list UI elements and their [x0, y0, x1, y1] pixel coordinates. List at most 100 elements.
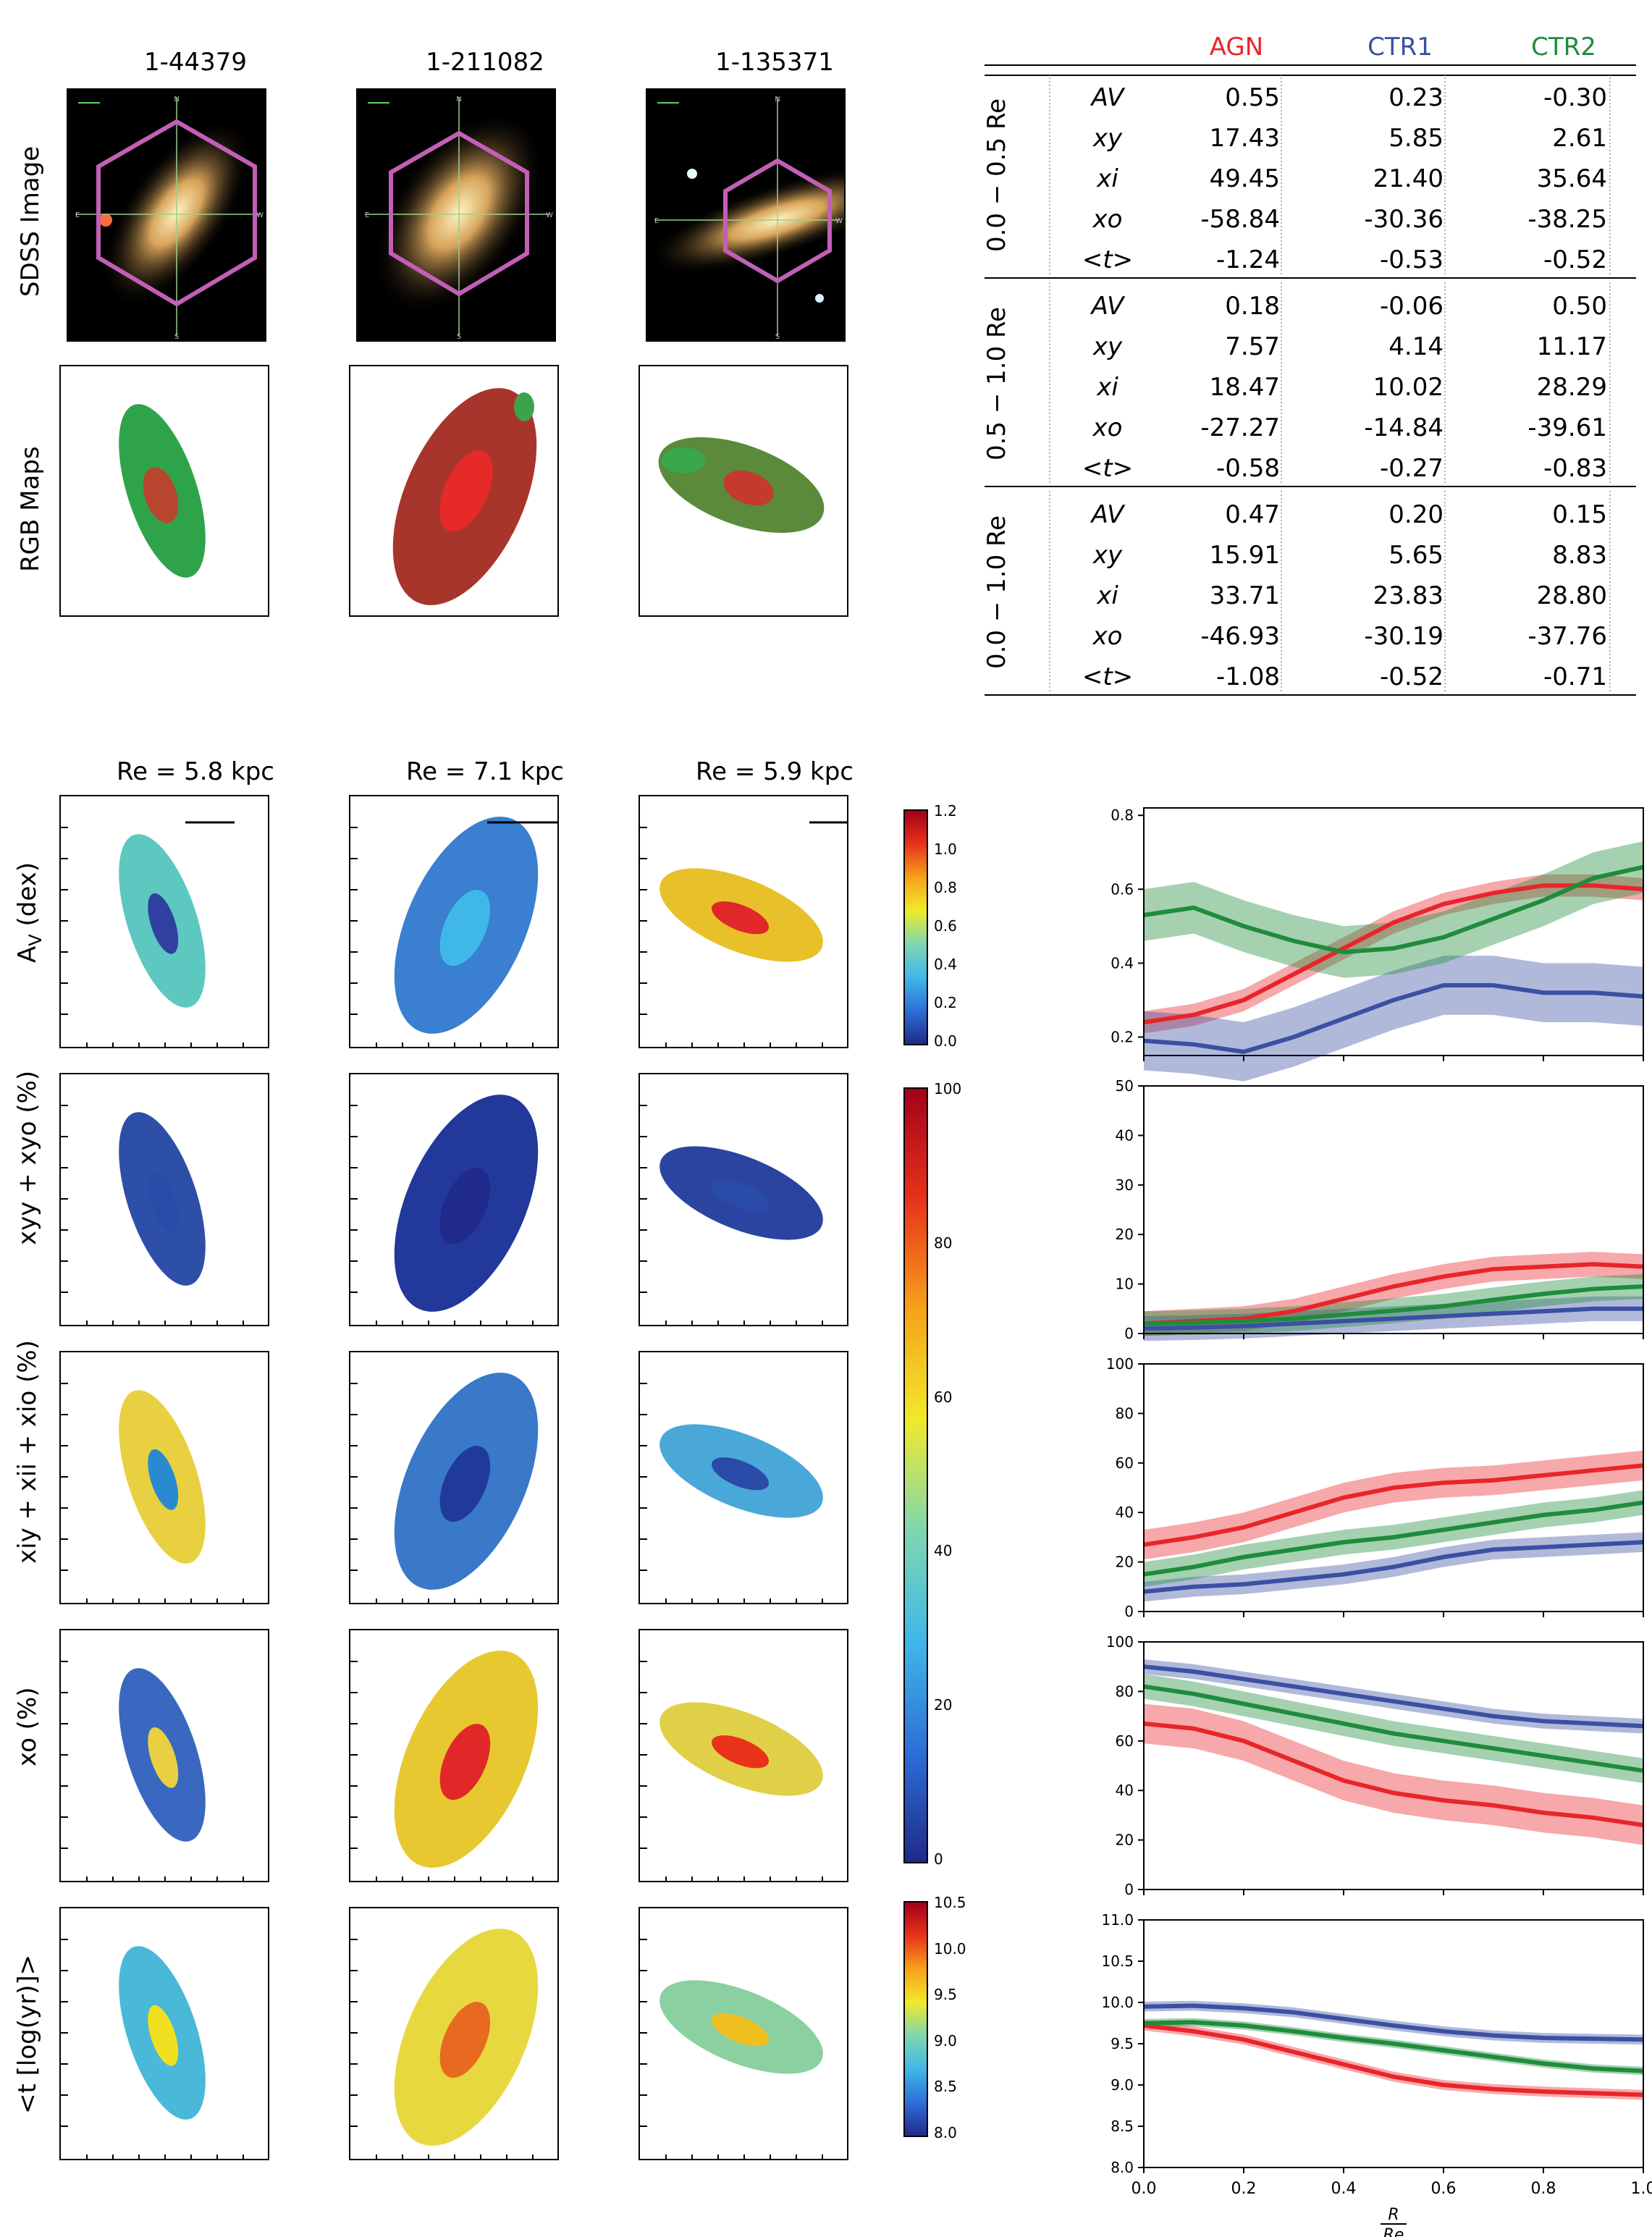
plot-frame — [1143, 807, 1644, 1056]
property-map-image — [350, 1095, 539, 1325]
property-map-image — [61, 821, 244, 1047]
table-cell: -1.08 — [1216, 662, 1280, 691]
colorbar-tick-label: 9.5 — [934, 1986, 957, 2004]
table-cell: 33.71 — [1210, 581, 1280, 610]
table-cell: 0.50 — [1552, 292, 1607, 321]
property-map — [349, 795, 559, 1048]
table-cell: -0.71 — [1543, 662, 1607, 691]
series-line-ctr2 — [1143, 1284, 1644, 1326]
sdss-galaxy-1: N S E W — [75, 96, 264, 341]
colorbar-tick-label: 80 — [934, 1234, 953, 1252]
table-cell: 28.29 — [1537, 373, 1607, 402]
compass-e-2: E — [365, 211, 369, 219]
series-line-agn — [1143, 2023, 1644, 2097]
av-subscript: V — [25, 934, 46, 946]
table-cell: 17.43 — [1210, 124, 1280, 153]
property-map — [639, 1351, 848, 1604]
table-cell: -38.25 — [1527, 205, 1607, 234]
property-map — [639, 1907, 848, 2160]
property-map-image — [61, 1105, 244, 1325]
y-tick-label: 0.4 — [1111, 954, 1134, 972]
compass-s-1: S — [174, 333, 179, 341]
y-tick-label: 20 — [1116, 1226, 1134, 1243]
galaxy-core — [439, 890, 491, 966]
table-cell: 7.57 — [1225, 332, 1280, 361]
galaxy-core — [439, 2002, 491, 2078]
table-cell: -39.61 — [1527, 413, 1607, 442]
table-cell: -58.84 — [1200, 205, 1280, 234]
colorbar-age — [903, 1901, 928, 2137]
y-tick-label: 8.0 — [1111, 2159, 1134, 2176]
quantity-label: xy — [1092, 541, 1123, 570]
compass-n-3: N — [775, 96, 780, 104]
y-tick-label: 9.5 — [1111, 2035, 1134, 2052]
y-tick-label: 20 — [1116, 1832, 1134, 1849]
sdss-galaxy-2: N S E W — [365, 96, 553, 341]
plot-frame — [1143, 1363, 1644, 1612]
property-map-image — [350, 1651, 539, 1881]
rgb-map-1 — [59, 365, 269, 617]
y-tick-label: 10.0 — [1101, 1994, 1134, 2011]
property-map — [59, 1907, 269, 2160]
y-tick-label: 100 — [1106, 1355, 1134, 1373]
property-map-image — [640, 821, 847, 1047]
compass-w-1: W — [256, 211, 264, 219]
y-tick-label: 11.0 — [1101, 1911, 1134, 1929]
table-cell: -0.52 — [1543, 245, 1607, 274]
profile-panel: 0 20 40 60 80 100 — [1106, 1355, 1644, 1620]
table-cell: 0.20 — [1388, 500, 1444, 529]
table-cell: 0.23 — [1388, 83, 1444, 112]
x-tick-label: 0.6 — [1431, 2180, 1457, 2198]
galaxy-core — [148, 893, 179, 954]
plot-frame — [1143, 1085, 1644, 1334]
property-map-image — [350, 1929, 539, 2159]
rgb-map-galaxy-2 — [392, 388, 537, 605]
table-cell: 0.55 — [1225, 83, 1280, 112]
table-cell: 5.65 — [1388, 541, 1444, 570]
colorbar-tick-label: 1.0 — [934, 841, 957, 858]
table-cell: -27.27 — [1200, 413, 1280, 442]
x-tick-label: 0.4 — [1331, 2180, 1357, 2198]
table-cell: -0.53 — [1380, 245, 1444, 274]
av-unit: (dex) — [13, 861, 42, 935]
y-tick-label: 60 — [1116, 1454, 1134, 1472]
series-band-ctr2 — [1144, 1674, 1643, 1783]
table-cell: -1.24 — [1216, 245, 1280, 274]
galaxy-core — [148, 1727, 179, 1788]
galaxy-core — [148, 1449, 179, 1510]
galaxy-core — [712, 1735, 769, 1769]
colorbar-av — [903, 809, 928, 1045]
x-tick-label: 0.0 — [1131, 2180, 1157, 2198]
quantity-label: AV — [1090, 500, 1126, 529]
av-symbol: A — [13, 945, 42, 963]
table-cell: -0.06 — [1380, 292, 1444, 321]
quantity-label: AV — [1090, 83, 1126, 112]
rgb-map-galaxy-1 — [119, 404, 206, 578]
series-band-ctr1 — [1144, 1659, 1643, 1734]
galaxy-core — [148, 1171, 179, 1232]
y-tick-label: 0 — [1124, 1603, 1134, 1620]
profile-panel: 0 20 40 60 80 100 — [1106, 1633, 1644, 1898]
compass-s-2: S — [457, 333, 461, 341]
galaxy-id-1: 1-44379 — [143, 48, 248, 77]
property-map-image — [350, 817, 557, 1047]
x-tick-label: 1.0 — [1631, 2180, 1652, 2198]
compass-e-1: E — [75, 211, 80, 219]
table-cell: 21.40 — [1373, 164, 1444, 193]
property-map-image — [640, 1661, 823, 1881]
series-line-ctr1 — [1143, 1664, 1644, 1729]
re-label-2: Re = 7.1 kpc — [406, 757, 564, 786]
table-cell: 0.47 — [1225, 500, 1280, 529]
colorbar-tick-label: 60 — [934, 1388, 953, 1406]
x-tick-label: 0.2 — [1231, 2180, 1257, 2198]
series-line-ctr2 — [1143, 2020, 1644, 2073]
row-label-xy: xyy + xyo (%) — [13, 1070, 42, 1245]
y-tick-label: 40 — [1116, 1504, 1134, 1521]
quantity-label: xo — [1092, 622, 1123, 651]
row-label-xo: xo (%) — [13, 1687, 42, 1766]
re-label-1: Re = 5.8 kpc — [117, 757, 274, 786]
y-tick-label: 60 — [1116, 1732, 1134, 1750]
y-tick-label: 0 — [1124, 1881, 1134, 1898]
table-cell: -37.76 — [1527, 622, 1607, 651]
table-header-ctr2: CTR2 — [1531, 33, 1596, 62]
